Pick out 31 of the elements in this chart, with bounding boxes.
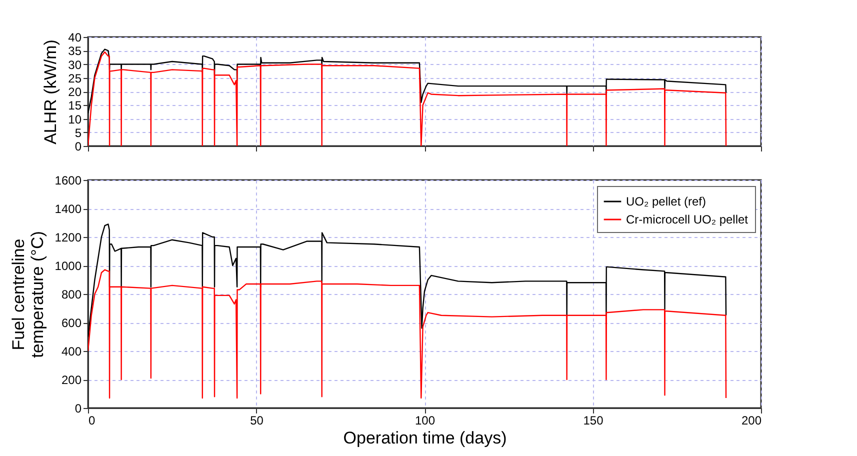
y-tick-label: 30 [68, 58, 82, 72]
x-axis-title: Operation time (days) [343, 428, 507, 448]
y-tick-label: 20 [68, 85, 82, 99]
y-tick-label: 1000 [54, 259, 82, 273]
y-axis-title: Fuel centreline temperature (°C) [8, 231, 47, 358]
y-tick-label: 5 [74, 126, 82, 140]
y-tick-label: 35 [68, 44, 82, 58]
line-series [88, 48, 727, 114]
y-tick-label: 1600 [54, 174, 82, 188]
line-series [88, 51, 727, 146]
y-tick-label: 1400 [54, 202, 82, 216]
y-tick-label: 40 [68, 30, 82, 44]
y-tick-label: 600 [61, 316, 82, 330]
legend-label: Cr-microcell UO₂ pellet [626, 212, 749, 226]
x-tick-label: 100 [414, 414, 436, 428]
y-tick-label: 10 [68, 112, 82, 126]
x-tick-label: 150 [583, 414, 604, 428]
x-tick-label: 50 [250, 414, 264, 428]
y-tick-label: 200 [61, 373, 82, 387]
y-tick-label: 0 [74, 140, 82, 154]
y-tick-label: 0 [74, 402, 82, 416]
x-tick-label: 0 [88, 414, 96, 428]
y-axis-title: ALHR (kW/m) [41, 40, 60, 144]
legend-label: UO₂ pellet (ref) [626, 194, 706, 208]
line-series [88, 269, 727, 399]
y-tick-label: 15 [68, 98, 82, 113]
y-tick-label: 1200 [54, 230, 82, 244]
y-tick-label: 25 [68, 71, 82, 86]
x-tick-label: 200 [741, 414, 762, 428]
y-tick-label: 400 [61, 344, 82, 358]
y-tick-label: 800 [61, 288, 82, 302]
